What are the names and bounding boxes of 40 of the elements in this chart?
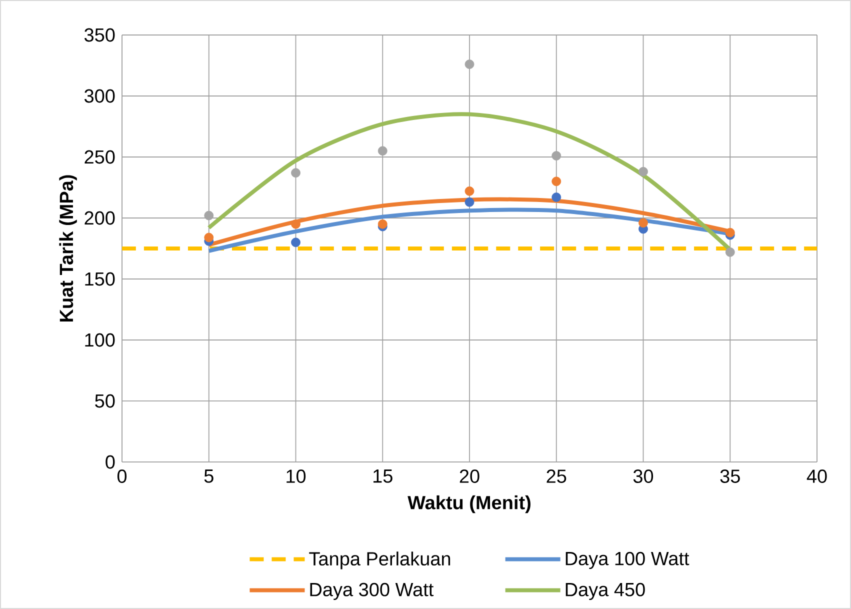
point <box>464 197 474 207</box>
legend-label: Daya 100 Watt <box>566 552 690 570</box>
y-tick-label: 250 <box>84 150 115 164</box>
y-tick-label: 100 <box>85 333 115 347</box>
point <box>464 60 474 69</box>
y-tick-label: 0 <box>106 455 115 469</box>
y-axis-title: Kuat Tarik (MPa) <box>59 175 77 322</box>
y-tick-label: 150 <box>85 272 115 286</box>
x-tick-label: 35 <box>720 470 740 483</box>
point <box>725 228 735 238</box>
legend-label: Daya 300 Watt <box>310 582 434 600</box>
point <box>291 168 300 178</box>
y-tick-label: 300 <box>84 89 115 103</box>
point <box>725 247 735 257</box>
legend-label: Daya 450 <box>566 582 645 600</box>
point <box>638 218 648 228</box>
x-tick-label: 10 <box>286 470 306 483</box>
y-tick-label: 200 <box>84 211 115 225</box>
point <box>378 146 388 156</box>
point <box>552 151 562 160</box>
point <box>204 232 214 242</box>
x-tick-label: 0 <box>117 470 127 483</box>
point <box>291 219 300 229</box>
y-tick-label: 350 <box>84 28 115 42</box>
x-tick-label: 25 <box>546 470 566 483</box>
point <box>204 210 214 220</box>
x-tick-label: 40 <box>806 470 827 483</box>
x-tick-label: 20 <box>460 470 480 483</box>
point <box>378 219 388 229</box>
x-tick-label: 30 <box>633 470 654 483</box>
legend-label: Tanpa Perlakuan <box>309 552 450 570</box>
point <box>552 192 562 202</box>
point <box>291 238 300 248</box>
x-tick-label: 15 <box>374 470 392 483</box>
point <box>552 176 562 186</box>
point <box>464 186 474 196</box>
x-tick-label: 5 <box>204 470 214 483</box>
point <box>638 166 648 176</box>
y-tick-label: 50 <box>95 394 115 408</box>
x-axis-title: Waktu (Menit) <box>408 495 530 514</box>
